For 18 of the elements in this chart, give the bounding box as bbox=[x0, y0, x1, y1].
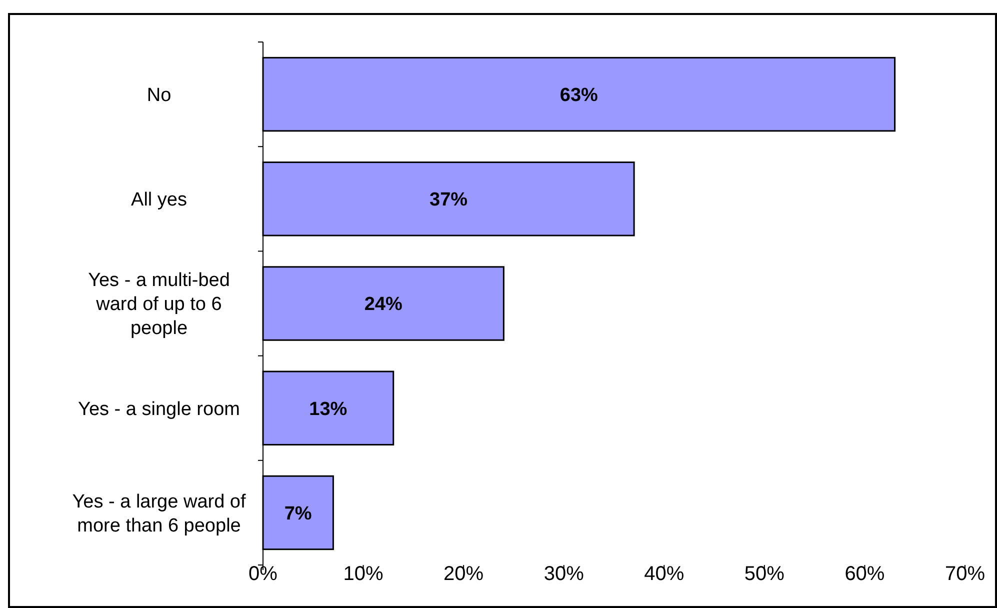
data-label: 37% bbox=[430, 190, 468, 211]
data-label: 7% bbox=[284, 503, 312, 524]
data-label: 13% bbox=[309, 398, 348, 420]
y-tick-label: Yes - a multi-bed ward of up to 6 people bbox=[88, 270, 230, 340]
y-tick-label: Yes - a large ward of more than 6 people bbox=[72, 491, 246, 536]
data-label: 63% bbox=[560, 84, 598, 106]
x-tick-label: 40% bbox=[644, 563, 684, 585]
x-tick-label: 30% bbox=[544, 563, 584, 585]
y-tick-label: All yes bbox=[131, 190, 187, 211]
x-tick-label: 10% bbox=[343, 563, 384, 585]
x-tick-label: 70% bbox=[944, 563, 986, 585]
y-tick-label: Yes - a single room bbox=[78, 398, 240, 420]
x-tick-label: 50% bbox=[744, 563, 785, 585]
y-tick-label: No bbox=[146, 84, 172, 106]
x-tick-label: 60% bbox=[844, 563, 885, 585]
x-tick-label: 0% bbox=[248, 563, 278, 585]
data-label: 24% bbox=[364, 294, 402, 316]
x-tick-label: 20% bbox=[444, 563, 484, 585]
